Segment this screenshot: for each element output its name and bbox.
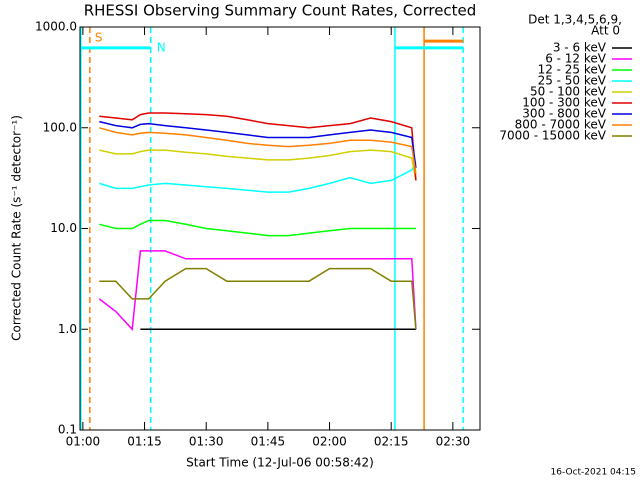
series-line bbox=[99, 127, 417, 174]
x-tick-label: 01:45 bbox=[251, 435, 286, 449]
y-tick-label: 1.0 bbox=[58, 322, 77, 336]
interval-label: N bbox=[157, 40, 166, 54]
footer: 16-Oct-2021 04:15 bbox=[551, 468, 636, 478]
legend-label: 300 - 800 keV bbox=[522, 107, 606, 121]
legend-label: 12 - 25 keV bbox=[538, 63, 607, 77]
y-tick-label: 0.1 bbox=[58, 423, 77, 437]
series-line bbox=[99, 120, 417, 168]
x-tick-label: 02:00 bbox=[312, 435, 347, 449]
legend-label: 800 - 7000 keV bbox=[515, 118, 607, 132]
series-line bbox=[99, 149, 417, 181]
legend-label: 6 - 12 keV bbox=[545, 52, 607, 66]
y-tick-label: 100.0 bbox=[43, 120, 77, 134]
series-line bbox=[99, 112, 417, 181]
x-tick-label: 01:15 bbox=[127, 435, 162, 449]
chart-title: RHESSI Observing Summary Count Rates, Co… bbox=[84, 2, 477, 20]
plot-frame bbox=[79, 26, 481, 431]
x-tick-label: 01:00 bbox=[66, 435, 101, 449]
series-line bbox=[99, 219, 416, 237]
series-line bbox=[98, 250, 417, 332]
legend-title: Att 0 bbox=[591, 24, 620, 38]
x-tick-label: 02:15 bbox=[374, 435, 409, 449]
legend-label: 100 - 300 keV bbox=[522, 96, 606, 110]
x-tick-label: 02:30 bbox=[436, 435, 471, 449]
legend-label: 7000 - 15000 keV bbox=[499, 129, 606, 143]
series-line bbox=[99, 162, 417, 193]
y-tick-label: 1000.0 bbox=[35, 20, 77, 34]
x-tick-label: 01:30 bbox=[189, 435, 224, 449]
x-axis-title: Start Time (12-Jul-06 00:58:42) bbox=[186, 456, 374, 470]
legend-label: 3 - 6 keV bbox=[553, 41, 607, 55]
legend-title: Det 1,3,4,5,6,9, bbox=[528, 13, 622, 27]
legend-label: 50 - 100 keV bbox=[530, 85, 607, 99]
y-axis-title: Corrected Count Rate (s⁻¹ detector⁻¹) bbox=[10, 115, 24, 341]
legend-label: 25 - 50 keV bbox=[538, 74, 607, 88]
series-line bbox=[99, 267, 417, 330]
flag-label: S bbox=[95, 30, 103, 44]
y-tick-label: 10.0 bbox=[50, 221, 77, 235]
